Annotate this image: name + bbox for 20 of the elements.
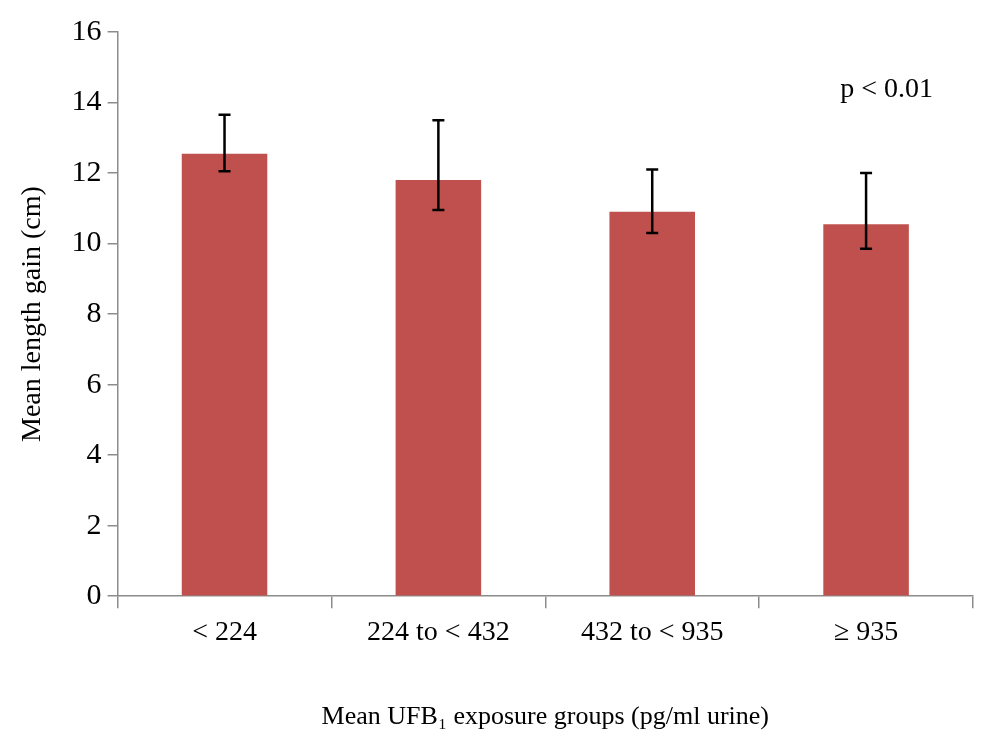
y-tick-label: 2 (86, 506, 102, 540)
y-tick-label: 10 (71, 224, 102, 258)
x-tick-label: 432 to < 935 (580, 615, 724, 647)
x-axis-title: Mean UFB₁ exposure groups (pg/ml urine) (321, 701, 769, 731)
y-tick-label: 14 (71, 83, 102, 117)
bar (823, 224, 909, 596)
bar (395, 180, 482, 596)
bar (609, 211, 695, 596)
y-axis-title: Mean length gain (cm) (15, 186, 47, 443)
x-tick-label: 224 to < 432 (367, 615, 510, 647)
y-tick-label: 8 (86, 294, 102, 328)
y-tick-label: 4 (86, 436, 102, 470)
y-tick-label: 16 (71, 12, 102, 46)
x-tick-label: ≥ 935 (833, 615, 899, 647)
annotation: p < 0.01 (840, 72, 933, 104)
y-tick-label: 6 (86, 365, 102, 399)
x-tick-label: < 224 (192, 615, 257, 647)
y-tick-label: 0 (86, 577, 102, 611)
y-tick-label: 12 (71, 153, 102, 187)
bar (181, 153, 268, 596)
